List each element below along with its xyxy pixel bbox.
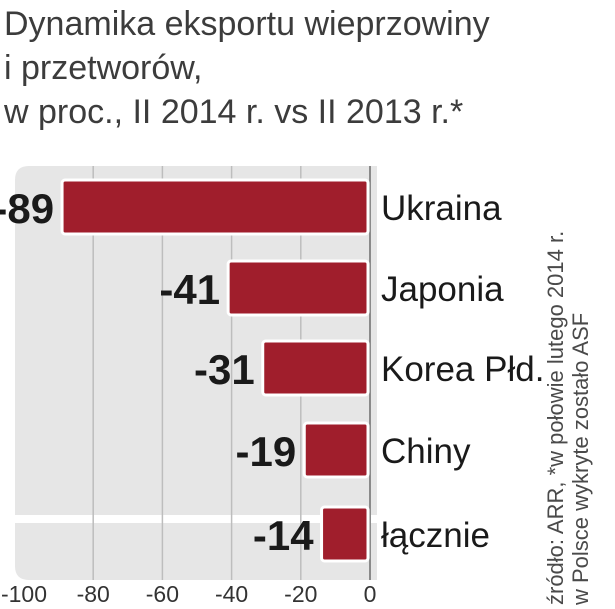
chart-title: Dynamika eksportu wieprzowiny i przetwor… [4, 2, 544, 134]
source-line-1: źródło: ARR, *w połowie lutego 2014 r. [543, 230, 568, 605]
title-line-1: Dynamika eksportu wieprzowiny [4, 5, 490, 43]
category-label: Chiny [381, 432, 471, 471]
x-tick-label: -100 [1, 581, 47, 607]
bar [302, 421, 370, 479]
category-label: Japonia [381, 270, 504, 309]
bar-value-label: -89 [0, 185, 54, 232]
bar-value-label: -31 [194, 346, 255, 393]
title-line-2: i przetworów, [4, 49, 203, 87]
bar [261, 339, 370, 397]
panel-background-bottom [15, 523, 377, 580]
category-label: Korea Płd. [381, 350, 544, 389]
x-tick-label: -20 [284, 581, 317, 607]
x-tick-label: -60 [146, 581, 179, 607]
bar-value-label: -14 [253, 512, 314, 559]
x-tick-label: -40 [215, 581, 248, 607]
category-label: Ukraina [381, 189, 502, 228]
x-tick-label: 0 [364, 581, 377, 607]
title-line-3: w proc., II 2014 r. vs II 2013 r.* [4, 93, 464, 131]
bar [60, 178, 370, 236]
bar [226, 259, 370, 317]
bar-value-label: -41 [159, 266, 220, 313]
panel-background-top [15, 166, 377, 515]
bar-labels: -89 Ukraina -41 Japonia -31 Korea Płd. -19 Chin… [0, 185, 544, 559]
x-axis-ticks: -100 -80 -60 -40 -20 0 [1, 581, 376, 607]
source-note: źródło: ARR, *w połowie lutego 2014 r. w… [543, 125, 615, 605]
x-tick-label: -80 [77, 581, 110, 607]
bars [60, 178, 370, 563]
category-label: łącznie [381, 516, 490, 555]
bar-value-label: -19 [236, 428, 297, 475]
bar [320, 505, 370, 563]
source-line-2: w Polsce wykryte zostało ASF [568, 312, 593, 605]
chart-panel [15, 166, 377, 580]
